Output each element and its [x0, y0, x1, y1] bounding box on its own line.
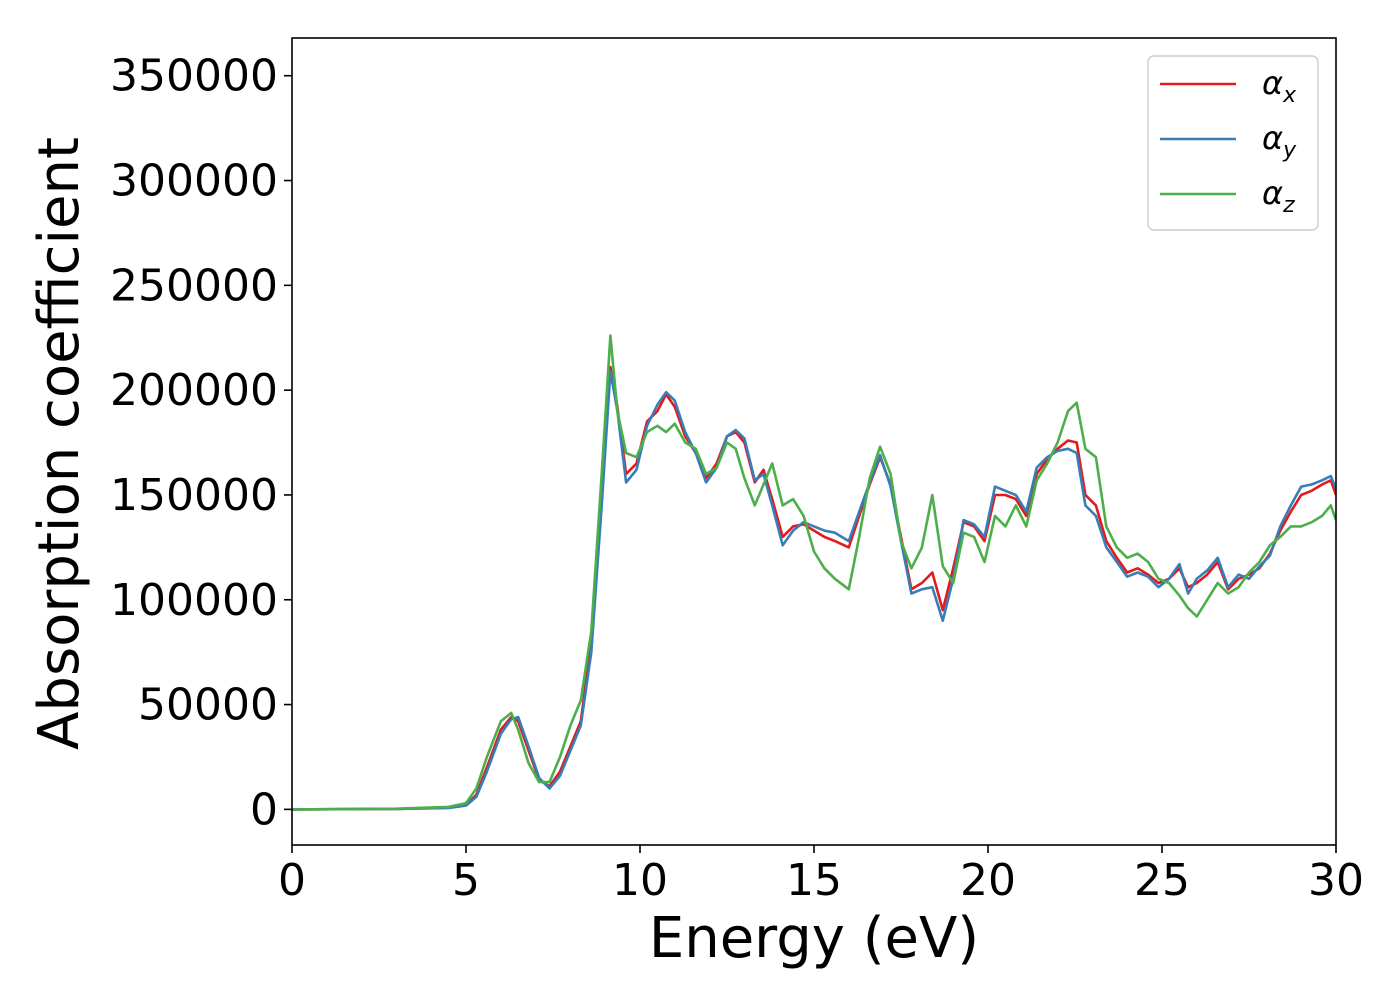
x-tick-label: 5	[452, 855, 480, 906]
x-tick-label: 0	[278, 855, 306, 906]
series-line-alpha-y	[292, 370, 1336, 811]
y-tick-label: 150000	[110, 470, 278, 521]
y-tick-label: 350000	[110, 51, 278, 102]
legend-label-alpha-x: αx	[1262, 64, 1297, 108]
x-tick-label: 30	[1308, 855, 1364, 906]
series-line-alpha-z	[292, 334, 1336, 811]
legend-label-alpha-y: αy	[1262, 119, 1297, 163]
x-tick-label: 20	[960, 855, 1016, 906]
y-tick-label: 0	[250, 784, 278, 835]
x-tick-label: 25	[1134, 855, 1190, 906]
y-axis: 0 50000 100000 150000 200000 250000 300000 3500…	[110, 51, 292, 835]
y-axis-title: Absorption coefficient	[27, 137, 92, 750]
x-axis-title: Energy (eV)	[649, 906, 979, 971]
series-layer	[292, 334, 1336, 811]
y-tick-label: 200000	[110, 365, 278, 416]
y-tick-label: 300000	[110, 156, 278, 207]
x-axis: 0 5 10 15 20 25 30	[278, 845, 1364, 906]
legend-box	[1147, 55, 1319, 231]
x-tick-label: 15	[786, 855, 842, 906]
legend: αx αy αz	[1147, 55, 1319, 231]
y-tick-label: 100000	[110, 575, 278, 626]
y-tick-label: 250000	[110, 260, 278, 311]
x-tick-label: 10	[612, 855, 668, 906]
legend-label-alpha-z: αz	[1262, 174, 1295, 218]
y-tick-label: 50000	[138, 680, 278, 731]
